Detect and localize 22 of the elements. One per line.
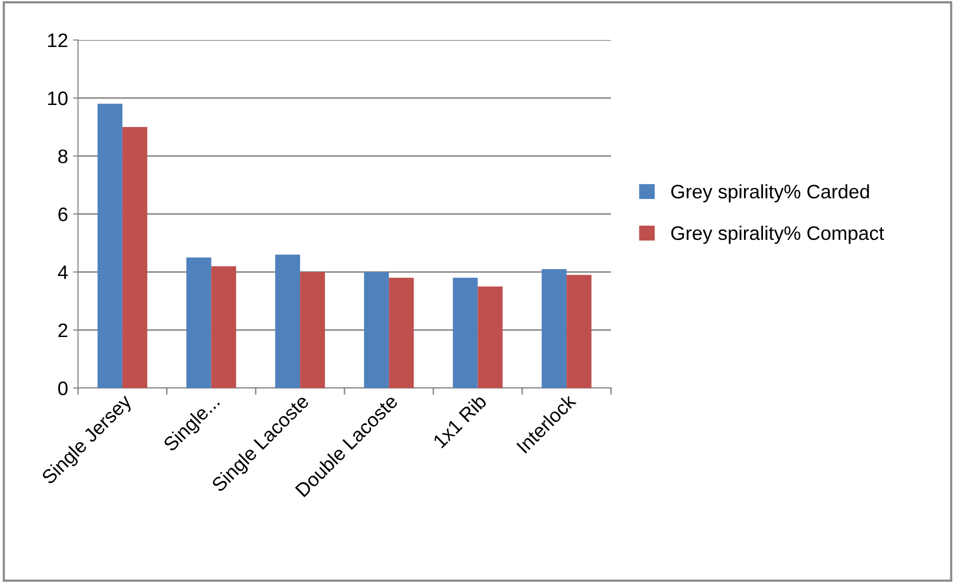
bar: [478, 286, 503, 388]
y-tick-label: 8: [58, 149, 68, 164]
x-tick-label: 1x1 Rib: [432, 393, 488, 449]
y-tick-label: 12: [48, 33, 68, 48]
bar: [452, 278, 478, 388]
bar: [186, 258, 212, 388]
bar: [211, 266, 236, 388]
bar: [300, 272, 325, 388]
legend-label: Grey spirality% Compact: [671, 226, 884, 244]
bar: [98, 104, 122, 388]
bar: [275, 254, 300, 388]
bar: [566, 274, 592, 388]
bar: [542, 269, 567, 388]
bar: [388, 278, 414, 388]
legend-label: Grey spirality% Carded: [671, 184, 869, 202]
y-tick-label: 10: [48, 91, 68, 106]
bar: [122, 127, 148, 388]
bar: [364, 272, 389, 388]
y-tick-label: 4: [58, 266, 68, 280]
y-tick-label: 2: [58, 323, 68, 338]
y-tick-label: 0: [58, 381, 68, 396]
y-tick-label: 6: [58, 207, 68, 222]
